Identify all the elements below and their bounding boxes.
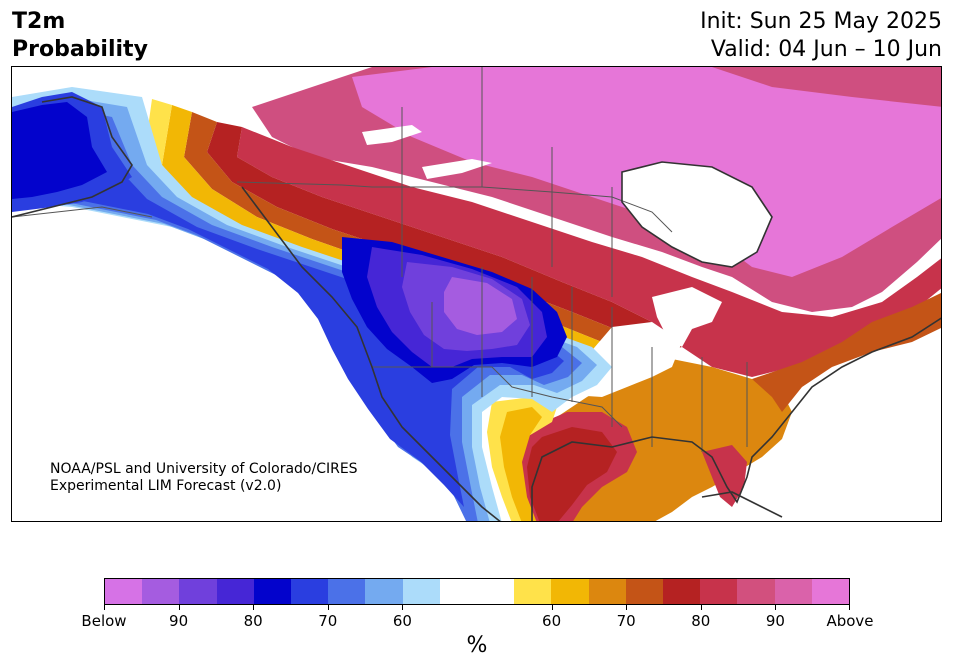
region-cold-blue xyxy=(12,117,564,507)
colorbar-tick xyxy=(402,605,404,610)
region-red-band xyxy=(207,122,682,352)
colorbar-tick-label: 80 xyxy=(691,612,711,630)
colorbar-swatch xyxy=(551,579,589,604)
colorbar-swatch xyxy=(477,579,515,604)
map-title: T2m Probability xyxy=(12,8,148,64)
alaska-border xyxy=(12,206,153,218)
colorbar-tick-label: Above xyxy=(826,612,874,630)
great-lakes xyxy=(652,287,722,347)
coastlines xyxy=(12,96,941,521)
valid-date: Valid: 04 Jun – 10 Jun xyxy=(710,37,942,62)
colorbar-tick-label: 90 xyxy=(765,612,785,630)
colorbar-tick xyxy=(700,605,702,610)
region-mexico-gold xyxy=(500,407,542,521)
colorbar-swatch xyxy=(663,579,701,604)
state-borders xyxy=(372,267,748,452)
colorbar-tick-label: 60 xyxy=(542,612,562,630)
arctic-lake-2 xyxy=(422,159,492,179)
colorbar-swatch xyxy=(291,579,329,604)
colorbar-tick-label: 70 xyxy=(318,612,338,630)
init-date: Init: Sun 25 May 2025 xyxy=(700,9,942,34)
region-crimson-band xyxy=(237,127,941,377)
region-east-coast-red xyxy=(752,292,941,412)
colorbar-swatch xyxy=(253,579,292,604)
colorbar-unit: % xyxy=(466,633,488,658)
colorbar-swatch xyxy=(700,579,738,604)
colorbar-tick xyxy=(551,605,553,610)
hudson-bay-coast xyxy=(621,161,773,268)
colorbar-swatch xyxy=(142,579,180,604)
colorbar-swatch xyxy=(105,579,143,604)
colorbar-tick xyxy=(178,605,180,610)
canada-us-border xyxy=(236,181,673,233)
probability-map: NOAA/PSL and University of Colorado/CIRE… xyxy=(11,66,942,522)
title-line-1: T2m xyxy=(12,9,66,34)
colorbar-swatch xyxy=(774,579,812,604)
credit-text: NOAA/PSL and University of Colorado/CIRE… xyxy=(50,461,358,495)
colorbar-swatch xyxy=(737,579,775,604)
map-svg xyxy=(12,67,941,521)
region-cold-purple xyxy=(444,277,517,335)
colorbar-tick xyxy=(849,605,850,610)
arctic-lake-1 xyxy=(362,125,422,145)
colorbar-tick-label: 90 xyxy=(169,612,189,630)
colorbar xyxy=(104,578,850,605)
colorbar-tick-label: 70 xyxy=(616,612,636,630)
colorbar-swatch xyxy=(365,579,403,604)
cuba-coast xyxy=(701,491,783,518)
forecast-dates: Init: Sun 25 May 2025 Valid: 04 Jun – 10… xyxy=(700,8,942,64)
credit-line-1: NOAA/PSL and University of Colorado/CIRE… xyxy=(50,461,358,477)
colorbar-swatch xyxy=(811,579,850,604)
political-borders xyxy=(12,67,748,452)
credit-line-2: Experimental LIM Forecast (v2.0) xyxy=(50,478,282,494)
colorbar-swatch xyxy=(439,579,478,604)
colorbar-tick-label: 80 xyxy=(243,612,263,630)
alaska-coast xyxy=(12,96,133,218)
colorbar-tick xyxy=(253,605,255,610)
hudson-bay xyxy=(622,162,772,267)
colorbar-tick xyxy=(626,605,628,610)
colorbar-swatch xyxy=(625,579,664,604)
colorbar-tick xyxy=(104,605,105,610)
colorbar-swatch xyxy=(179,579,217,604)
colorbar-swatch xyxy=(216,579,254,604)
colorbar-swatch xyxy=(588,579,626,604)
colorbar-tick xyxy=(327,605,329,610)
colorbar-tick xyxy=(775,605,777,610)
colorbar-ticks: Below 90 80 70 60 60 70 80 90 Above xyxy=(81,605,874,635)
pacific-coast xyxy=(241,186,501,521)
province-borders xyxy=(401,67,613,297)
colorbar-swatch xyxy=(514,579,552,604)
title-line-2: Probability xyxy=(12,37,148,62)
region-alaska-deep-blue xyxy=(12,102,107,199)
colorbar-swatch xyxy=(402,579,440,604)
atlantic-gulf-coast xyxy=(531,317,941,521)
colorbar-tick-label: Below xyxy=(81,612,127,630)
region-gulf-deep-red xyxy=(527,427,617,521)
colorbar-swatch xyxy=(328,579,366,604)
colorbar-tick-label: 60 xyxy=(392,612,412,630)
